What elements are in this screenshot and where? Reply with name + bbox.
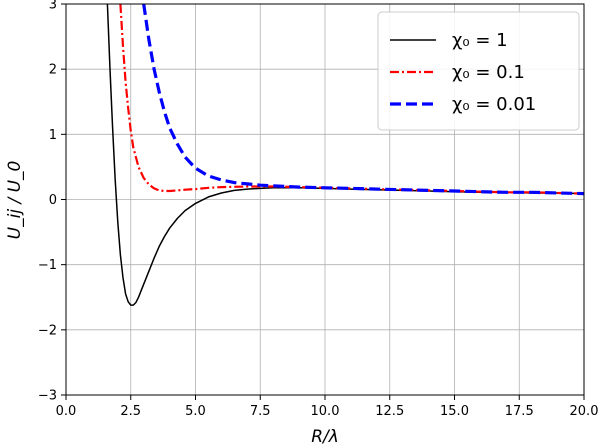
x-tick-label: 12.5	[375, 404, 404, 419]
y-tick-label: 3	[49, 0, 57, 13]
y-axis-label: U_ij / U_0	[5, 161, 25, 240]
x-tick-label: 10.0	[311, 404, 340, 419]
y-tick-label: 2	[49, 63, 57, 78]
y-tick-label: 0	[49, 193, 57, 208]
x-tick-label: 5.0	[185, 404, 206, 419]
legend-label-1: χ₀ = 0.1	[452, 62, 525, 83]
y-tick-label: −2	[38, 323, 57, 338]
series-layer	[106, 4, 584, 306]
legend-box	[377, 11, 580, 131]
ticks: 0.0 2.5 5.0 7.5 10.0 12.5 15.0 17.5 20.0 −3 −2 −1 0 1…	[38, 0, 599, 419]
x-tick-label: 0.0	[56, 404, 77, 419]
y-tick-label: −3	[38, 389, 57, 404]
x-tick-label: 15.0	[440, 404, 469, 419]
y-tick-label: −1	[38, 258, 57, 273]
legend: χ₀ = 1 χ₀ = 0.1 χ₀ = 0.01	[377, 11, 580, 131]
legend-label-0: χ₀ = 1	[452, 30, 508, 51]
x-tick-label: 7.5	[250, 404, 271, 419]
series-line-2	[142, 4, 584, 196]
legend-label-2: χ₀ = 0.01	[452, 94, 536, 115]
x-tick-label: 2.5	[120, 404, 141, 419]
x-axis-label: R/λ	[311, 427, 339, 447]
x-tick-label: 20.0	[570, 404, 599, 419]
x-tick-label: 17.5	[505, 404, 534, 419]
y-tick-label: 1	[49, 128, 57, 143]
